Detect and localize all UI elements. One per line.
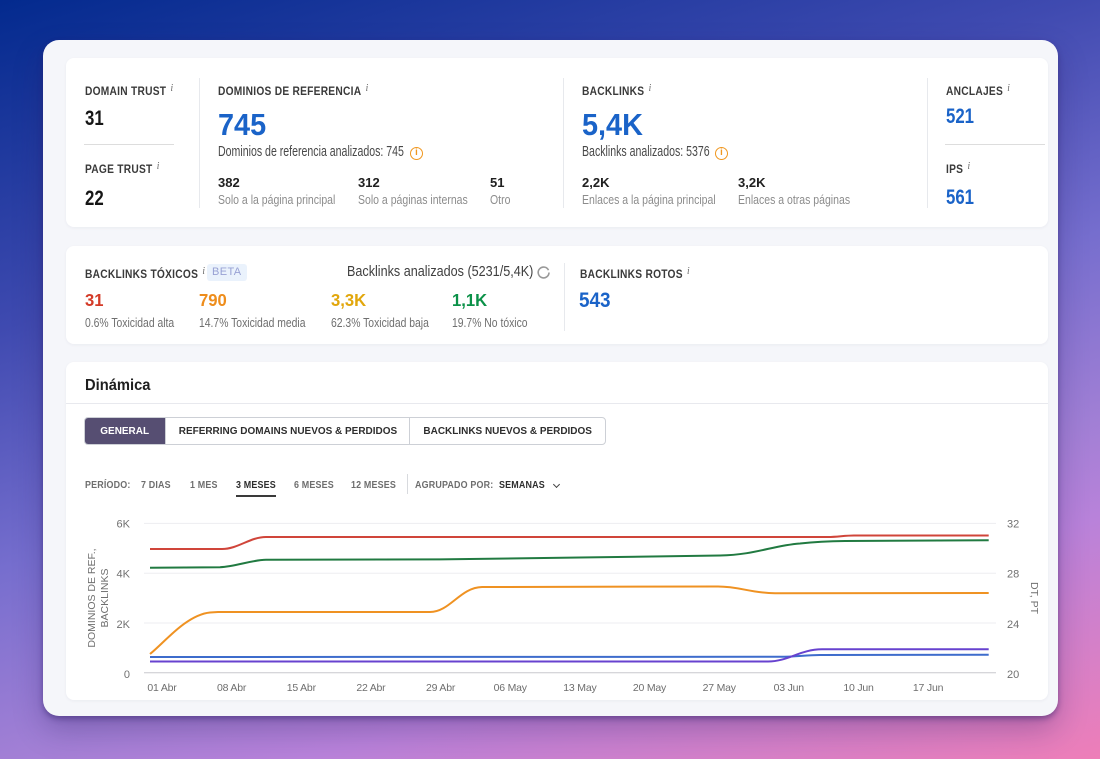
svg-text:22 Abr: 22 Abr [356,682,386,694]
svg-text:01 Abr: 01 Abr [147,682,177,694]
svg-text:03 Jun: 03 Jun [774,682,805,694]
svg-text:20 May: 20 May [633,682,667,694]
svg-text:BACKLINKS: BACKLINKS [99,569,111,628]
svg-text:28: 28 [1007,569,1019,581]
svg-text:29 Abr: 29 Abr [426,682,456,694]
svg-text:27 May: 27 May [703,682,737,694]
svg-text:DT, PT: DT, PT [1028,582,1040,615]
svg-text:2K: 2K [117,619,131,631]
svg-text:4K: 4K [117,569,131,581]
svg-text:32: 32 [1007,519,1019,531]
svg-text:08 Abr: 08 Abr [217,682,247,694]
svg-text:10 Jun: 10 Jun [843,682,874,694]
svg-text:6K: 6K [117,519,131,531]
svg-text:0: 0 [124,669,130,681]
svg-text:24: 24 [1007,619,1019,631]
svg-text:DOMINIOS DE REF.,: DOMINIOS DE REF., [86,548,98,647]
svg-text:15 Abr: 15 Abr [287,682,317,694]
svg-text:06 May: 06 May [494,682,528,694]
svg-text:20: 20 [1007,669,1019,681]
svg-text:13 May: 13 May [563,682,597,694]
svg-text:17 Jun: 17 Jun [913,682,944,694]
